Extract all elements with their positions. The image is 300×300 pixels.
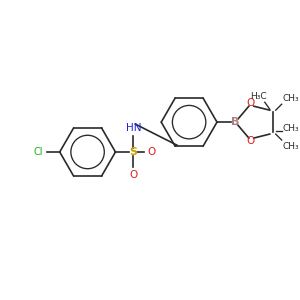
Text: O: O: [247, 136, 255, 146]
Text: O: O: [247, 98, 255, 108]
Text: Cl: Cl: [33, 147, 43, 157]
Text: CH₃: CH₃: [282, 94, 299, 103]
Text: B: B: [231, 117, 239, 127]
Text: HN: HN: [126, 123, 141, 133]
Text: S: S: [129, 147, 137, 157]
Text: O: O: [147, 147, 155, 157]
Text: O: O: [129, 170, 137, 180]
Text: CH₃: CH₃: [282, 124, 299, 133]
Text: H₃C: H₃C: [250, 92, 267, 101]
Text: CH₃: CH₃: [282, 142, 299, 151]
